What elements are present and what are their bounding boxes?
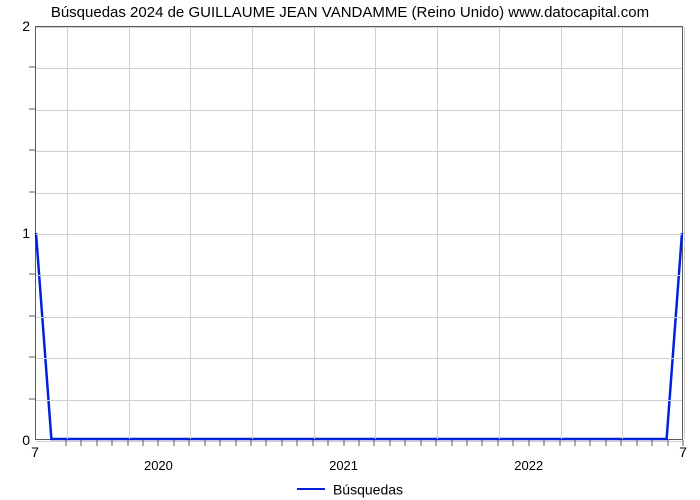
y-axis-tick-label: 2 <box>6 18 30 34</box>
data-line-svg <box>36 27 682 439</box>
x-axis-minor-tick <box>667 440 668 446</box>
gridline-vertical <box>622 27 623 439</box>
x-axis-minor-tick <box>251 440 252 446</box>
x-axis-minor-tick <box>652 440 653 446</box>
gridline-vertical <box>129 27 130 439</box>
x-axis-minor-tick <box>189 440 190 446</box>
x-axis-year-label: 2022 <box>514 458 543 473</box>
x-axis-minor-tick <box>158 440 159 446</box>
x-axis-minor-tick <box>204 440 205 446</box>
y-axis-minor-tick <box>29 274 35 275</box>
x-axis-year-label: 2020 <box>144 458 173 473</box>
x-axis-minor-tick <box>605 440 606 446</box>
x-axis-minor-tick <box>143 440 144 446</box>
x-axis-minor-tick <box>374 440 375 446</box>
gridline-horizontal-minor <box>36 151 682 152</box>
x-axis-year-label: 2021 <box>329 458 358 473</box>
gridline-vertical <box>67 27 68 439</box>
x-axis-minor-tick <box>359 440 360 446</box>
x-axis-minor-tick <box>497 440 498 446</box>
x-axis-minor-tick <box>235 440 236 446</box>
gridline-vertical <box>314 27 315 439</box>
x-axis-minor-tick <box>590 440 591 446</box>
x-axis-minor-tick <box>575 440 576 446</box>
x-axis-minor-tick <box>266 440 267 446</box>
gridline-horizontal-minor <box>36 68 682 69</box>
x-axis-minor-tick <box>451 440 452 446</box>
x-axis-minor-tick <box>636 440 637 446</box>
gridline-vertical <box>561 27 562 439</box>
gridline-vertical <box>684 27 685 439</box>
y-axis-minor-tick <box>29 67 35 68</box>
x-axis-minor-tick <box>81 440 82 446</box>
chart-title: Búsquedas 2024 de GUILLAUME JEAN VANDAMM… <box>0 4 700 21</box>
x-axis-corner-left-label: 7 <box>31 444 39 460</box>
x-axis-minor-tick <box>328 440 329 446</box>
x-axis-minor-tick <box>65 440 66 446</box>
x-axis-minor-tick <box>513 440 514 446</box>
gridline-vertical <box>252 27 253 439</box>
series-line <box>36 233 682 439</box>
x-axis-minor-tick <box>405 440 406 446</box>
y-axis-minor-tick <box>29 398 35 399</box>
gridline-vertical <box>437 27 438 439</box>
gridline-horizontal-minor <box>36 317 682 318</box>
legend-swatch <box>297 488 325 490</box>
legend-label: Búsquedas <box>333 481 403 497</box>
y-axis-minor-tick <box>29 150 35 151</box>
y-axis-tick-label: 0 <box>6 432 30 448</box>
y-axis-minor-tick <box>29 357 35 358</box>
gridline-horizontal <box>36 234 682 235</box>
gridline-horizontal-minor <box>36 110 682 111</box>
x-axis-minor-tick <box>297 440 298 446</box>
x-axis-corner-right-label: 7 <box>679 444 687 460</box>
y-axis-minor-tick <box>29 108 35 109</box>
x-axis-minor-tick <box>220 440 221 446</box>
x-axis-minor-tick <box>482 440 483 446</box>
x-axis-minor-tick <box>528 440 529 446</box>
gridline-horizontal <box>36 27 682 28</box>
x-axis-minor-tick <box>96 440 97 446</box>
x-axis-minor-tick <box>559 440 560 446</box>
legend: Búsquedas <box>0 480 700 497</box>
gridline-vertical <box>190 27 191 439</box>
x-axis-minor-tick <box>112 440 113 446</box>
gridline-horizontal-minor <box>36 358 682 359</box>
gridline-vertical <box>499 27 500 439</box>
y-axis-minor-tick <box>29 191 35 192</box>
x-axis-minor-tick <box>621 440 622 446</box>
y-axis-minor-tick <box>29 315 35 316</box>
x-axis-minor-tick <box>281 440 282 446</box>
gridline-horizontal-minor <box>36 193 682 194</box>
plot-area <box>35 26 683 440</box>
x-axis-minor-tick <box>436 440 437 446</box>
x-axis-minor-tick <box>343 440 344 446</box>
gridline-vertical <box>375 27 376 439</box>
x-axis-minor-tick <box>544 440 545 446</box>
x-axis-minor-tick <box>312 440 313 446</box>
gridline-horizontal-minor <box>36 400 682 401</box>
x-axis-minor-tick <box>467 440 468 446</box>
x-axis-minor-tick <box>389 440 390 446</box>
x-axis-minor-tick <box>173 440 174 446</box>
chart-container: Búsquedas 2024 de GUILLAUME JEAN VANDAMM… <box>0 0 700 500</box>
y-axis-tick-label: 1 <box>6 225 30 241</box>
x-axis-minor-tick <box>127 440 128 446</box>
gridline-horizontal-minor <box>36 275 682 276</box>
x-axis-minor-tick <box>420 440 421 446</box>
